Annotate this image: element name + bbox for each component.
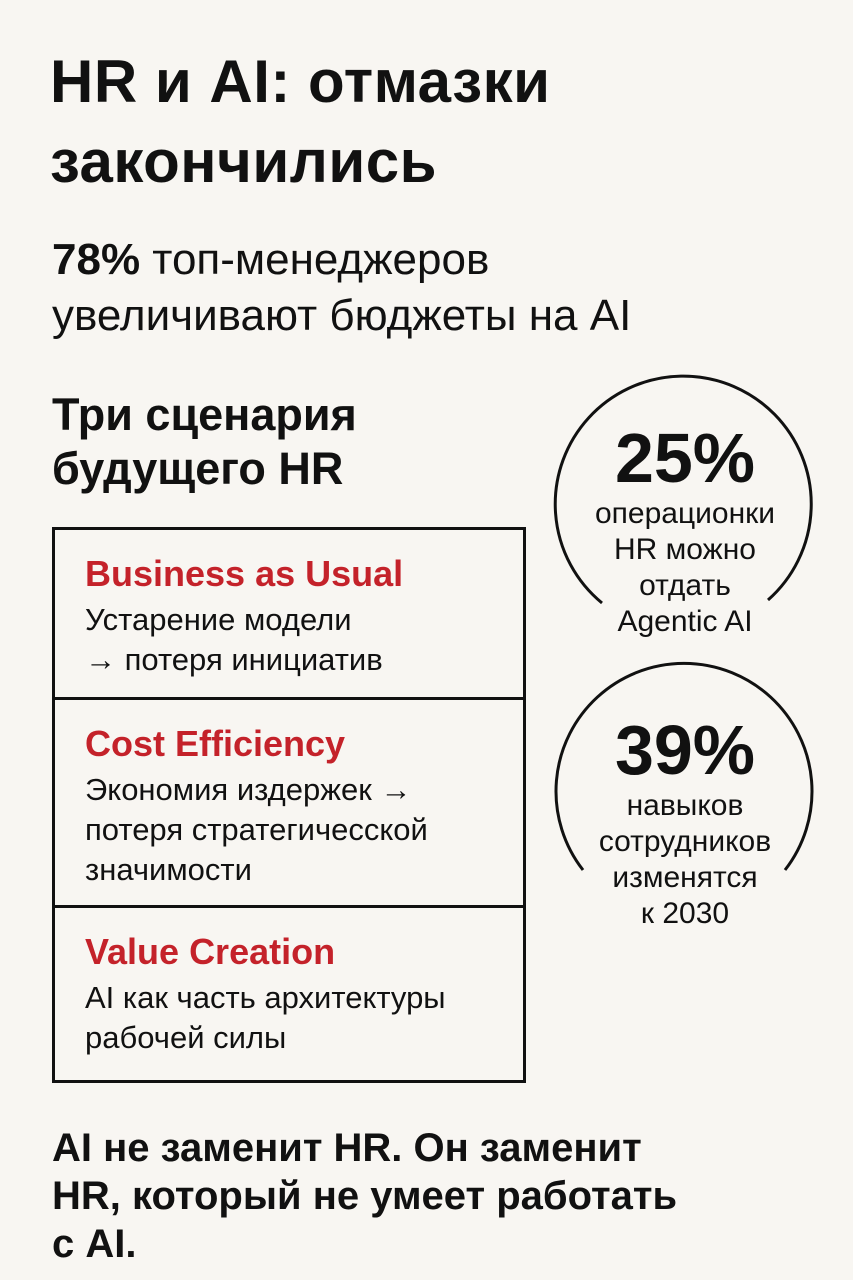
section-title-line: Три сценария: [52, 389, 357, 440]
stat-line: изменятся: [612, 861, 758, 894]
scenario-line: Устарение модели: [85, 602, 352, 637]
subtitle: 78% топ-менеджеров увеличивают бюджеты н…: [52, 232, 631, 344]
stat-25: 25% операционки HR можно отдать Agentic …: [555, 420, 815, 640]
title-line: HR и AI: отмазки: [50, 48, 551, 115]
stat-line: Agentic AI: [617, 605, 753, 638]
section-title: Три сценария будущего HR: [52, 388, 357, 496]
title-line: закончились: [50, 128, 438, 195]
subtitle-highlight: 78%: [52, 235, 141, 284]
scenario-line: AI как часть архитектуры: [85, 980, 446, 1015]
section-title-line: будущего HR: [52, 443, 344, 494]
scenarios-box: Business as Usual Устарение модели → пот…: [52, 527, 526, 1083]
scenario-description: Устарение модели → потеря инициатив: [85, 600, 523, 680]
scenario-description: AI как часть архитектуры рабочей силы: [85, 978, 523, 1058]
footer-line: AI не заменит HR. Он заменит: [52, 1126, 642, 1170]
stat-line: к 2030: [640, 897, 730, 930]
stat-line: навыков: [626, 789, 744, 822]
scenario-line: значимости: [85, 852, 252, 887]
scenario-line: Экономия издержек →: [85, 772, 412, 807]
stat-description: операционки HR можно отдать Agentic AI: [555, 496, 815, 640]
stat-value: 25%: [614, 419, 756, 497]
stat-circle-2: [554, 661, 814, 871]
stat-circle-1: [553, 374, 813, 605]
scenario-card: Business as Usual Устарение модели → пот…: [55, 530, 523, 700]
subtitle-text: топ-менеджеров: [140, 235, 490, 284]
scenario-card: Cost Efficiency Экономия издержек → поте…: [55, 697, 523, 908]
stat-line: отдать: [639, 569, 731, 602]
stat-39: 39% навыков сотрудников изменятся к 2030: [555, 712, 815, 932]
scenario-title: Business as Usual: [85, 553, 404, 594]
subtitle-text: увеличивают бюджеты на AI: [52, 291, 632, 340]
scenario-line: рабочей силы: [85, 1020, 287, 1055]
stat-description: навыков сотрудников изменятся к 2030: [555, 788, 815, 932]
scenario-line: потеря стратегичесской: [85, 812, 428, 847]
stat-line: операционки: [594, 497, 776, 530]
scenario-line: → потеря инициатив: [85, 642, 383, 677]
stat-line: HR можно: [614, 533, 756, 566]
stat-value: 39%: [614, 711, 756, 789]
scenario-title: Value Creation: [85, 931, 336, 972]
stat-line: сотрудников: [598, 825, 772, 858]
page-title: HR и AI: отмазки закончились: [50, 42, 551, 202]
footer-line: HR, который не умеет работать: [52, 1174, 678, 1218]
footer-line: с AI.: [52, 1222, 137, 1266]
footer-quote: AI не заменит HR. Он заменит HR, который…: [52, 1124, 677, 1268]
scenario-description: Экономия издержек → потеря стратегичесск…: [85, 770, 523, 890]
scenario-card: Value Creation AI как часть архитектуры …: [55, 905, 523, 1080]
scenario-title: Cost Efficiency: [85, 723, 346, 764]
